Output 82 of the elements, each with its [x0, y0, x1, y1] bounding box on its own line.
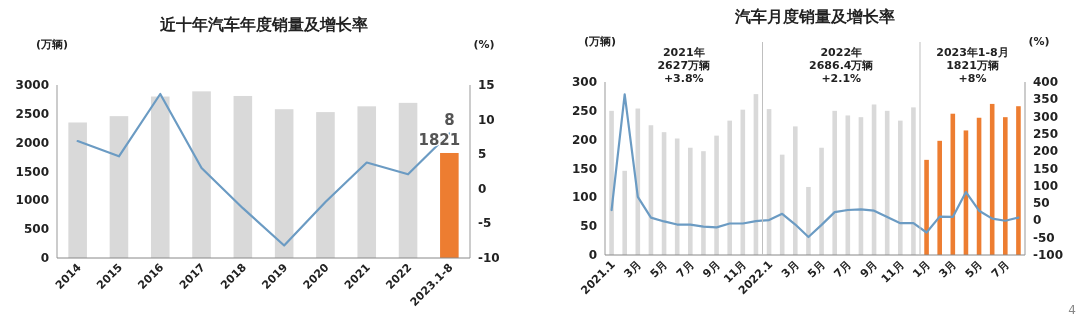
y-tick-label: 150 — [571, 161, 597, 176]
x-tick-label: 3月 — [621, 257, 644, 281]
bar — [274, 109, 294, 258]
y-tick-label: 100 — [571, 190, 597, 205]
bar — [609, 110, 614, 255]
y2-tick-label: 0 — [1033, 213, 1042, 228]
y2-tick-label: 15 — [478, 78, 495, 92]
bar — [688, 147, 693, 255]
x-tick-label: 11月 — [878, 257, 907, 286]
y2-tick-label: 250 — [1033, 126, 1059, 141]
bar — [68, 122, 87, 258]
y-tick-label: 1500 — [15, 164, 49, 179]
bar — [233, 95, 253, 258]
y2-tick-label: -10 — [478, 251, 500, 265]
bar — [819, 147, 824, 255]
text: 4 — [1068, 303, 1076, 317]
bar — [357, 106, 377, 258]
line-series — [610, 93, 1020, 239]
bar — [1016, 106, 1021, 255]
y-axis-title: (万辆) — [583, 35, 617, 48]
x-tick-label: 9月 — [700, 257, 723, 281]
x-tick-label: 5月 — [647, 257, 671, 281]
y-tick-label: 3000 — [15, 78, 49, 92]
bar — [150, 96, 170, 258]
y-tick-label: 50 — [580, 219, 597, 234]
y2-axis-title: (%) — [1028, 35, 1050, 48]
bar — [192, 91, 211, 258]
y2-axis-title: (%) — [473, 38, 495, 51]
bar — [832, 110, 837, 255]
x-tick-label: 5月 — [805, 257, 828, 281]
bar — [806, 186, 811, 255]
bar — [937, 140, 942, 255]
y2-tick-label: 400 — [1033, 75, 1059, 89]
y2-tick-label: -50 — [1033, 230, 1055, 245]
bar — [398, 102, 418, 258]
bar — [1003, 117, 1008, 255]
annotation: 2023年1-8月 1821万辆 +8% — [936, 46, 1009, 85]
y-tick-label: 500 — [23, 222, 49, 237]
y2-tick-label: 50 — [1033, 196, 1050, 211]
y2-tick-label: 10 — [478, 112, 495, 127]
annotation: 2022年 2686.4万辆 +2.1% — [809, 46, 874, 85]
y-tick-label: 200 — [571, 132, 597, 147]
x-tick-label: 3月 — [936, 257, 959, 281]
y-tick-label: 0 — [40, 251, 49, 265]
y2-tick-label: -100 — [1033, 248, 1064, 262]
y-tick-label: 2000 — [15, 135, 49, 150]
x-tick-label: 5月 — [962, 257, 986, 281]
y2-tick-label: 150 — [1033, 161, 1059, 176]
x-tick-label: 3月 — [779, 257, 802, 281]
bar — [701, 151, 706, 255]
y-tick-label: 0 — [588, 248, 597, 262]
bar — [440, 152, 459, 258]
bar — [727, 120, 732, 255]
y-tick-label: 250 — [571, 103, 597, 118]
x-tick-label: 7月 — [674, 257, 697, 281]
bar — [793, 126, 798, 255]
bar — [622, 170, 627, 255]
y2-tick-label: 5 — [478, 147, 487, 162]
y2-tick-label: 0 — [478, 181, 487, 196]
x-tick-label: 7月 — [989, 257, 1012, 281]
bar — [911, 107, 916, 255]
y2-tick-label: 350 — [1033, 92, 1059, 107]
y-tick-label: 2500 — [15, 106, 49, 121]
y-tick-label: 1000 — [15, 193, 49, 208]
chart-title: 汽车月度销量及增长率 — [734, 7, 895, 26]
bar — [316, 112, 335, 258]
y2-tick-label: 200 — [1033, 144, 1059, 159]
bar — [109, 116, 129, 258]
y-axis-title: (万辆) — [35, 38, 69, 51]
x-tick-label: 1月 — [910, 257, 933, 281]
data-label: 8 — [444, 111, 455, 130]
y-tick-label: 300 — [571, 75, 597, 89]
x-tick-label: 9月 — [857, 257, 881, 281]
annotation: 2021年 2627万辆 +3.8% — [657, 46, 711, 85]
y2-tick-label: -5 — [478, 216, 492, 231]
bar — [714, 135, 719, 255]
x-tick-label: 7月 — [831, 257, 854, 281]
chart-title: 近十年汽车年度销量及增长率 — [158, 15, 368, 34]
bar — [898, 120, 903, 255]
y2-tick-label: 300 — [1033, 109, 1059, 124]
y2-tick-label: 100 — [1033, 178, 1059, 193]
bar — [924, 159, 929, 255]
